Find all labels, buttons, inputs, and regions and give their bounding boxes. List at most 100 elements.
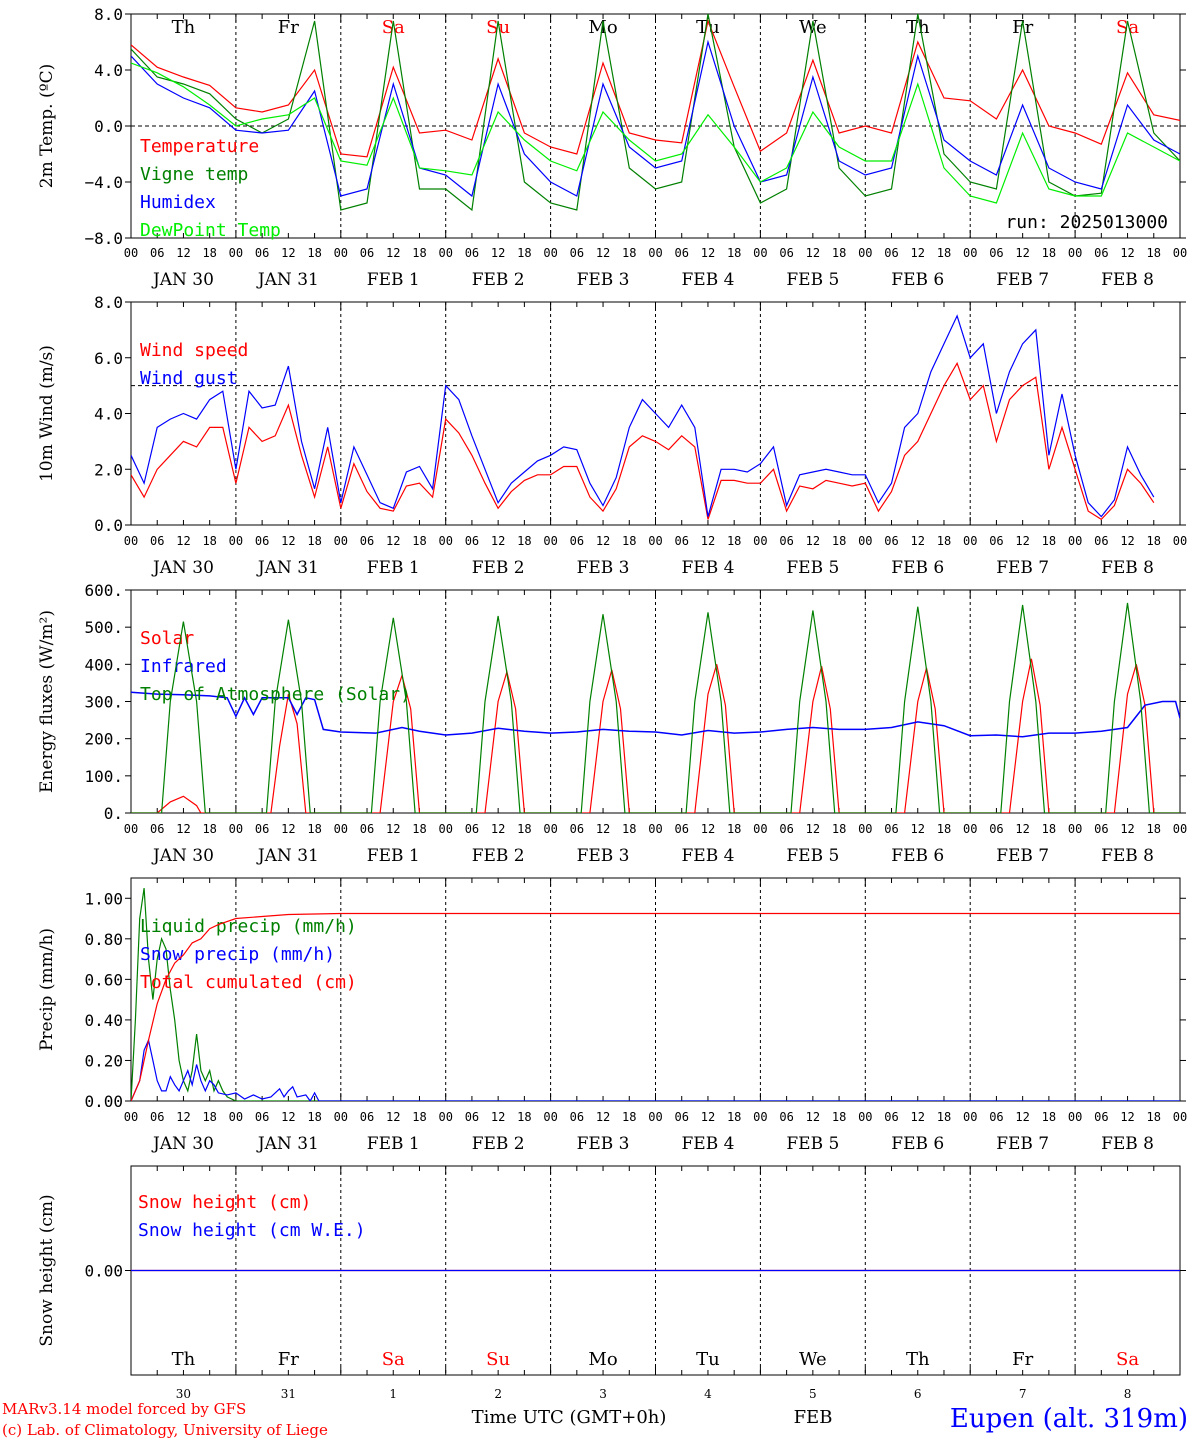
- day-label: FEB 2: [472, 846, 525, 866]
- series-line-wind-speed: [131, 361, 1155, 521]
- hour-tick-label: 06: [150, 1110, 164, 1124]
- legend-entry: Infrared: [140, 656, 227, 677]
- hour-tick-label: 18: [832, 246, 846, 260]
- day-label: FEB 5: [786, 270, 839, 290]
- hour-tick-label: 00: [1068, 822, 1082, 836]
- day-of-week-label: Su: [486, 1349, 510, 1370]
- y-tick-label: 1.00: [84, 889, 123, 908]
- hour-tick-label: 18: [622, 822, 636, 836]
- series-line-temperature: [131, 18, 1180, 158]
- y-tick-label: −8.0: [84, 229, 123, 248]
- hour-tick-label: 18: [517, 822, 531, 836]
- hour-tick-label: 12: [1120, 822, 1134, 836]
- day-of-week-label: Su: [486, 17, 510, 38]
- hour-tick-label: 00: [543, 246, 557, 260]
- hour-tick-label: 00: [1173, 822, 1187, 836]
- hour-tick-label: 12: [1120, 1110, 1134, 1124]
- hour-tick-label: 18: [832, 822, 846, 836]
- hour-tick-label: 18: [622, 1110, 636, 1124]
- y-tick-label: 0.0: [94, 117, 123, 136]
- hour-tick-label: 18: [1042, 1110, 1056, 1124]
- day-of-week-label: Sa: [1116, 17, 1139, 38]
- y-tick-label: 300.: [84, 693, 123, 712]
- hour-tick-label: 00: [648, 246, 662, 260]
- day-label: FEB 6: [891, 270, 944, 290]
- hour-tick-label: 18: [412, 1110, 426, 1124]
- hour-tick-label: 18: [517, 246, 531, 260]
- hour-tick-label: 06: [674, 1110, 688, 1124]
- day-number-label: 30: [176, 1387, 191, 1401]
- day-number-label: 5: [809, 1387, 817, 1401]
- hour-tick-label: 00: [963, 246, 977, 260]
- y-tick-label: −4.0: [84, 173, 123, 192]
- y-tick-label: 0.60: [84, 970, 123, 989]
- hour-tick-label: 00: [648, 534, 662, 548]
- hour-tick-label: 18: [412, 822, 426, 836]
- day-of-week-label: Th: [172, 17, 196, 38]
- hour-tick-label: 06: [1094, 822, 1108, 836]
- hour-tick-label: 12: [596, 246, 610, 260]
- hour-tick-label: 18: [1147, 246, 1161, 260]
- panel-wind: 0.0 2.0 4.0 6.0 8.0 10m Wind (m/s) 00 06 12 18 00 0…: [37, 293, 1187, 578]
- hour-tick-label: 12: [806, 1110, 820, 1124]
- hour-tick-label: 12: [701, 534, 715, 548]
- hour-tick-label: 18: [727, 1110, 741, 1124]
- legend-entry: Humidex: [140, 192, 216, 213]
- day-of-week-label: Tu: [696, 17, 720, 38]
- day-of-week-label: Sa: [1116, 1349, 1139, 1370]
- day-label: FEB 1: [367, 1134, 420, 1154]
- hour-tick-label: 12: [806, 246, 820, 260]
- hour-tick-label: 18: [727, 246, 741, 260]
- hour-tick-label: 06: [150, 822, 164, 836]
- hour-tick-label: 12: [701, 246, 715, 260]
- hour-tick-label: 06: [674, 534, 688, 548]
- hour-tick-label: 12: [176, 822, 190, 836]
- y-tick-label: 100.: [84, 767, 123, 786]
- hour-tick-label: 06: [779, 534, 793, 548]
- hour-tick-label: 18: [937, 246, 951, 260]
- hour-tick-label: 18: [1042, 246, 1056, 260]
- hour-tick-label: 12: [281, 534, 295, 548]
- hour-tick-label: 18: [307, 534, 321, 548]
- hour-tick-label: 06: [570, 1110, 584, 1124]
- hour-tick-label: 00: [124, 534, 138, 548]
- day-label: JAN 31: [256, 270, 319, 290]
- hour-tick-label: 00: [858, 246, 872, 260]
- hour-tick-label: 18: [1042, 822, 1056, 836]
- hour-tick-label: 18: [412, 534, 426, 548]
- y-tick-label: 0.0: [94, 516, 123, 535]
- hour-tick-label: 18: [622, 534, 636, 548]
- legend-entry: Wind speed: [140, 340, 248, 361]
- hour-tick-label: 18: [202, 534, 216, 548]
- day-label: FEB 6: [891, 846, 944, 866]
- legend-entry: Snow height (cm W.E.): [138, 1220, 366, 1241]
- hour-tick-label: 06: [1094, 534, 1108, 548]
- hour-tick-label: 12: [1120, 534, 1134, 548]
- y-tick-label: 200.: [84, 730, 123, 749]
- legend-entry: Top of Atmosphere (Solar): [140, 684, 411, 705]
- series-line-dewpoint-temp: [131, 62, 1180, 204]
- month-label: FEB: [794, 1407, 833, 1428]
- hour-tick-label: 00: [753, 534, 767, 548]
- day-label: FEB 2: [472, 558, 525, 578]
- day-of-week-label: We: [799, 17, 827, 38]
- hour-tick-label: 12: [386, 534, 400, 548]
- day-number-label: 31: [281, 1387, 296, 1401]
- hour-tick-label: 00: [648, 822, 662, 836]
- hour-tick-label: 12: [491, 246, 505, 260]
- hour-tick-label: 18: [727, 822, 741, 836]
- series-line-snow-precip-mm-h: [131, 1038, 1180, 1101]
- day-label: FEB 8: [1101, 558, 1154, 578]
- y-tick-label: 8.0: [94, 293, 123, 312]
- hour-tick-label: 12: [701, 822, 715, 836]
- y-tick-label: 8.0: [94, 5, 123, 24]
- panel-temp: −8.0 −4.0 0.0 4.0 8.0 2m Temp. (ºC) 00 06 12 18 00…: [37, 5, 1187, 290]
- day-label: FEB 1: [367, 558, 420, 578]
- day-label: FEB 8: [1101, 846, 1154, 866]
- hour-tick-label: 12: [1015, 822, 1029, 836]
- hour-tick-label: 00: [124, 246, 138, 260]
- legend-entry: DewPoint Temp: [140, 220, 281, 241]
- hour-tick-label: 06: [465, 534, 479, 548]
- day-of-week-label: We: [799, 1349, 827, 1370]
- hour-tick-label: 00: [858, 534, 872, 548]
